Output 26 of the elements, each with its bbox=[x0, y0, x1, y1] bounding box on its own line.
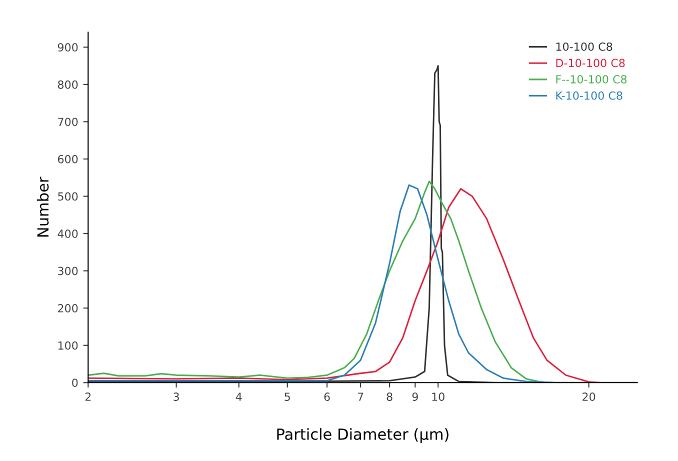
y-tick-label: 100 bbox=[58, 341, 78, 350]
x-tick-label: 2 bbox=[85, 392, 91, 401]
y-tick-label: 600 bbox=[58, 154, 78, 164]
x-tick-label: 7 bbox=[358, 392, 364, 401]
x-tick-label: 3 bbox=[174, 392, 179, 401]
x-tick-label: 6 bbox=[324, 392, 330, 401]
y-tick-label: 900 bbox=[58, 43, 78, 52]
y-tick-label: 500 bbox=[58, 192, 78, 201]
y-tick-label: 800 bbox=[58, 80, 78, 89]
x-tick-label: 8 bbox=[386, 392, 392, 401]
y-tick-label: 700 bbox=[58, 118, 78, 126]
y-tick-label: 200 bbox=[58, 304, 78, 312]
x-tick-label: 4 bbox=[236, 392, 242, 401]
legend-label: D-10-100 C8 bbox=[556, 58, 625, 68]
y-axis-title: Number bbox=[36, 176, 49, 237]
x-tick-label: 9 bbox=[412, 392, 418, 401]
x-tick-label: 5 bbox=[284, 392, 290, 401]
legend-label: 10-100 C8 bbox=[556, 42, 612, 51]
x-tick-label: 10 bbox=[432, 392, 444, 401]
legend-label: F--10-100 C8 bbox=[556, 75, 627, 84]
x-tick-label: 20 bbox=[582, 392, 596, 401]
legend-label: K-10-100 C8 bbox=[556, 91, 622, 100]
y-tick-label: 400 bbox=[58, 230, 78, 238]
x-axis-title: Particle Diameter (μm) bbox=[277, 428, 448, 443]
y-tick-label: 300 bbox=[58, 266, 78, 276]
y-tick-label: 0 bbox=[72, 378, 78, 388]
